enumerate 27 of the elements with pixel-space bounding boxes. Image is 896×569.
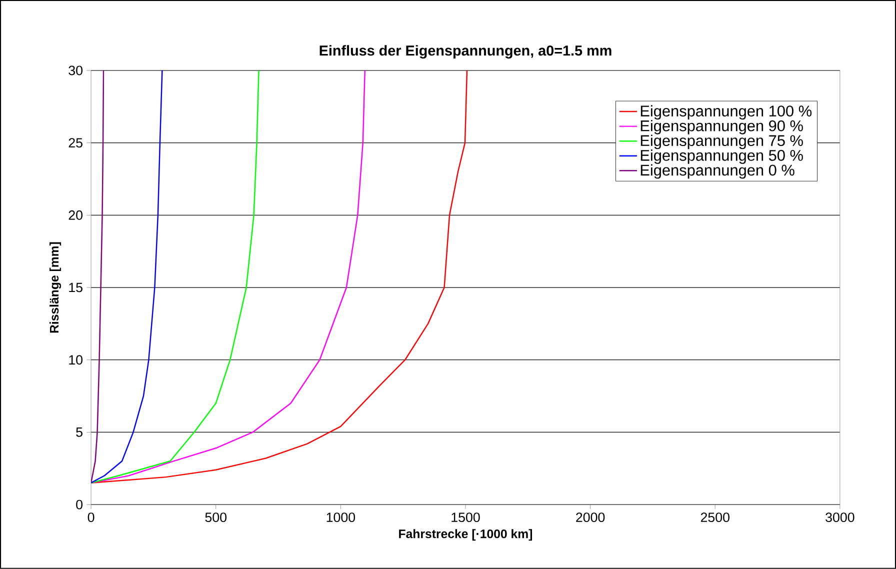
- x-axis-title: Fahrstrecke [·1000 km]: [399, 529, 532, 541]
- x-tick-label: 2500: [700, 512, 730, 522]
- line-series: [91, 70, 163, 484]
- legend-label: Eigenspannungen 75 %: [640, 134, 803, 150]
- chart-title: Einfluss der Eigenspannungen, a0=1.5 mm: [320, 45, 612, 59]
- line-series: [91, 70, 104, 484]
- x-tick-label: 3000: [826, 512, 854, 522]
- x-tick-label: 500: [205, 512, 226, 522]
- legend-label: Eigenspannungen 100 %: [640, 105, 812, 120]
- y-axis-title: Risslänge [mm]: [50, 242, 62, 333]
- y-tick-label: 25: [68, 138, 82, 148]
- line-series: [91, 70, 260, 484]
- line-series: [91, 70, 468, 484]
- y-tick-label: 15: [69, 282, 82, 292]
- x-tick-label: 1500: [452, 512, 480, 522]
- legend-label: Eigenspannungen 0 %: [640, 164, 794, 179]
- y-tick-label: 20: [68, 210, 82, 220]
- y-tick-label: 30: [68, 66, 82, 76]
- y-tick-label: 10: [69, 355, 82, 365]
- y-tick-label: 0: [76, 500, 82, 510]
- x-tick-label: 0: [88, 512, 94, 522]
- x-tick-label: 1000: [326, 512, 356, 522]
- legend-label: Eigenspannungen 90 %: [640, 120, 803, 134]
- legend-label: Eigenspannungen 50 %: [640, 150, 803, 164]
- y-tick-label: 5: [76, 428, 82, 437]
- line-series: [91, 70, 366, 484]
- x-tick-label: 2000: [576, 512, 605, 522]
